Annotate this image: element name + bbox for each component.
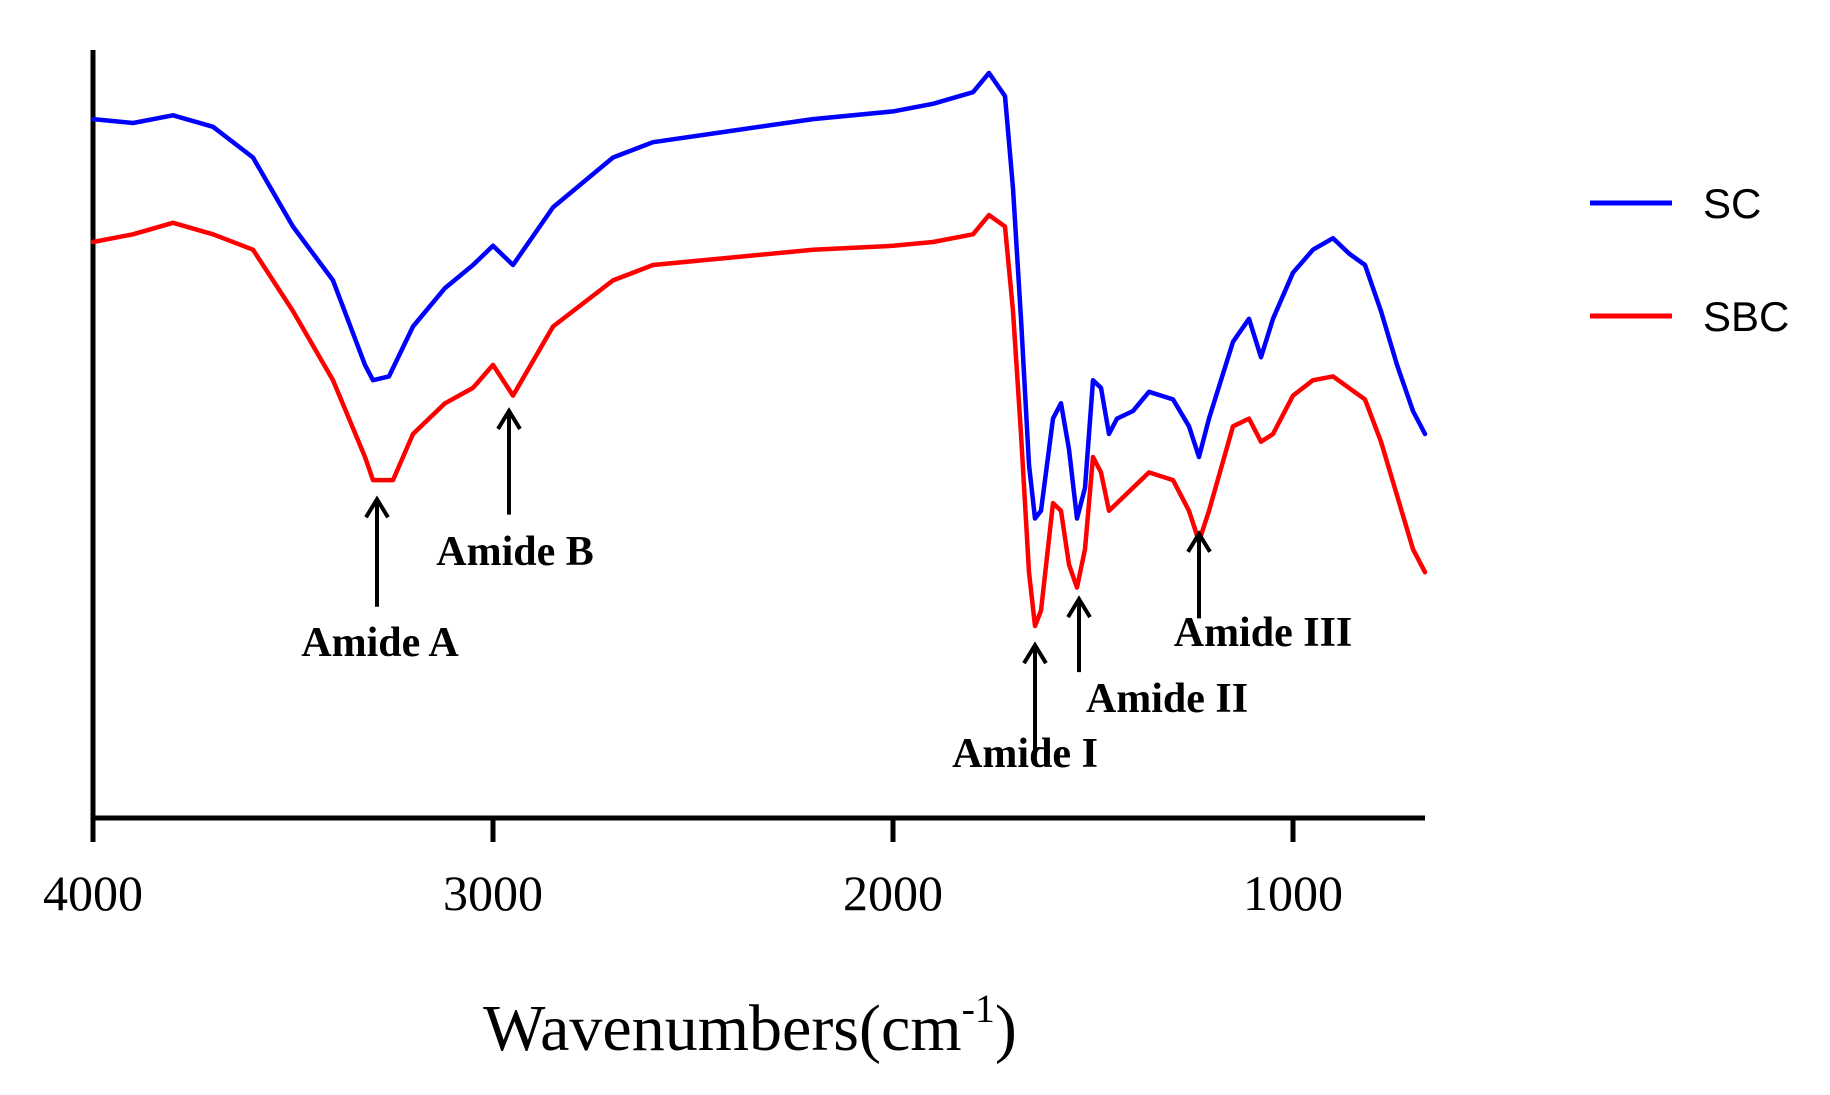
annotation-arrow-head — [1186, 530, 1212, 553]
x-axis-title-superscript: -1 — [962, 986, 995, 1031]
annotation-label: Amide III — [1174, 610, 1353, 656]
x-tick-label: 4000 — [43, 865, 143, 921]
series-layer — [90, 70, 1428, 629]
annotation-label: Amide I — [952, 731, 1098, 777]
x-axis-title: Wavenumbers(cm-1) — [483, 986, 1017, 1065]
annotation — [364, 495, 390, 607]
annotation — [1186, 530, 1212, 619]
x-tick-label: 2000 — [843, 865, 943, 921]
x-axis-title-tail: ) — [995, 992, 1017, 1065]
legend-label-sbc: SBC — [1703, 293, 1789, 340]
axes: 4000 3000 2000 1000 — [43, 50, 1425, 921]
x-tick-label: 1000 — [1243, 865, 1343, 921]
legend: SC SBC — [1590, 180, 1789, 340]
series-line-sbc — [90, 212, 1428, 629]
annotation — [1022, 641, 1048, 757]
series-line-sc — [90, 70, 1428, 521]
annotation — [496, 407, 522, 515]
annotation-arrow-head — [496, 407, 522, 431]
x-axis-title-main: Wavenumbers(cm — [483, 992, 962, 1065]
annotation-arrow-head — [364, 495, 390, 519]
annotations: Amide A Amide B Amide I Amide II Amide III — [301, 407, 1353, 777]
legend-label-sc: SC — [1703, 180, 1761, 227]
annotation-label: Amide B — [436, 529, 594, 575]
annotation-arrow-head — [1022, 641, 1048, 665]
annotation-label: Amide A — [301, 620, 459, 666]
annotation — [1066, 595, 1092, 673]
annotation-arrow-head — [1066, 595, 1092, 619]
annotation-label: Amide II — [1086, 676, 1248, 722]
x-tick-label: 3000 — [443, 865, 543, 921]
